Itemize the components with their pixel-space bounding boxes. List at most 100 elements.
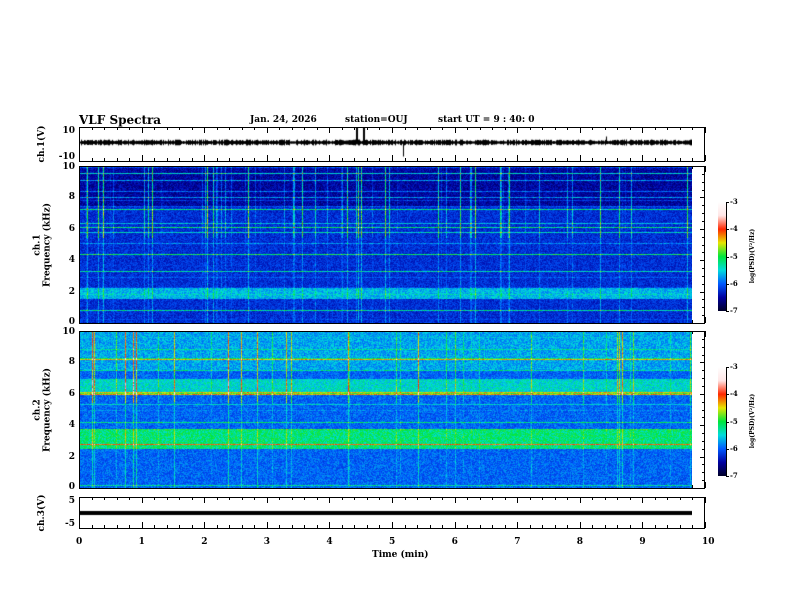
y-minor-tick [702,370,705,372]
y-axis-label-ch3_wave: ch.3(V) [37,494,47,531]
y-minor-tick [702,244,705,246]
spectrogram-ch2_spec [80,332,692,488]
y-minor-tick [702,464,705,466]
x-tick [705,522,706,528]
x-tick [79,482,80,488]
x-tick-label: 10 [702,537,715,547]
x-tick [705,155,706,161]
y-tick [79,497,84,498]
x-tick [692,166,694,169]
y-tick-label: -10 [58,152,75,162]
x-tick [79,127,80,133]
colorbar-label: log(PSD)(V²/Hz) [749,228,756,284]
x-tick [79,331,80,337]
colorbar-tick-label: -5 [730,251,738,261]
x-tick-label: 2 [201,537,208,547]
colorbar-tick [726,448,729,450]
x-axis-label: Time (min) [372,550,429,560]
x-tick-label: 4 [326,537,333,547]
x-tick [705,166,706,172]
y-minor-tick [702,417,705,419]
colorbar-tick [726,256,729,258]
plot-title: VLF Spectra [79,113,162,127]
spectrogram-ch1_spec [80,167,692,323]
y-minor-tick [79,331,82,332]
x-tick [79,155,80,161]
y-tick-label: 0 [68,482,75,492]
y-minor-tick [702,409,705,411]
colorbar-tick [726,311,729,312]
x-tick [79,522,80,528]
y-minor-tick [702,307,705,309]
x-tick-label: 9 [639,537,646,547]
x-tick [692,331,694,334]
y-axis-label-ch1_wave: ch.1(V) [37,125,47,163]
x-tick [705,317,706,323]
y-tick-label: 8 [68,357,75,368]
y-minor-tick [702,260,705,262]
y-minor-tick [702,472,705,474]
waveform-ch3_wave [80,498,692,528]
y-tick [700,528,705,529]
colorbar-tick [726,202,729,203]
y-axis-label-ch2_spec: ch.2 Frequency (kHz) [32,367,52,452]
y-tick [700,497,705,498]
colorbar-tick [726,476,729,477]
y-minor-tick [702,354,705,356]
y-tick [79,127,84,128]
y-tick-label: 10 [62,327,75,337]
date-label: Jan. 24, 2026 [250,115,317,125]
x-tick [692,525,694,528]
y-tick-label: 6 [68,223,75,234]
y-tick-label: -5 [65,519,75,529]
y-minor-tick [702,268,705,270]
y-minor-tick [702,197,705,199]
y-minor-tick [702,488,705,489]
x-tick-label: 5 [389,537,396,547]
y-minor-tick [702,393,705,395]
x-tick [692,320,694,323]
x-tick-label: 6 [451,537,458,547]
x-tick [705,331,706,337]
colorbar-tick [726,283,729,285]
y-minor-tick [702,433,705,435]
x-tick-label: 3 [263,537,271,547]
colorbar-tick-label: -7 [730,306,738,315]
y-minor-tick [702,213,705,215]
y-minor-tick [702,166,705,167]
y-tick-label: 4 [68,420,75,431]
colorbar-tick-label: -6 [730,278,738,288]
y-minor-tick [702,299,705,301]
x-tick [79,497,80,503]
colorbar-tick-label: -5 [730,416,738,426]
y-tick [700,161,705,162]
y-minor-tick [702,315,705,317]
start-time-label: start UT = 9 : 40: 0 [438,115,535,125]
y-tick-label: 8 [68,192,75,203]
colorbar-label: log(PSD)(V²/Hz) [749,393,756,449]
y-minor-tick [702,425,705,427]
y-minor-tick [702,362,705,364]
y-tick-label: 10 [62,126,75,136]
colorbar-tick [726,394,729,396]
y-tick-label: 5 [68,496,75,506]
y-minor-tick [702,378,705,380]
x-tick [705,497,706,503]
colorbar-tick-label: -3 [730,362,738,371]
y-minor-tick [79,323,82,324]
colorbar-tick [726,229,729,231]
y-minor-tick [702,228,705,230]
y-minor-tick [702,331,705,332]
y-tick-label: 0 [68,317,75,327]
y-minor-tick [702,220,705,222]
y-tick [79,161,84,162]
x-tick [705,482,706,488]
colorbar-tick [726,367,729,368]
station-label: station=OUJ [345,115,408,125]
y-minor-tick [702,323,705,324]
y-tick-label: 2 [68,286,75,297]
x-tick [692,158,694,161]
waveform-ch1_wave [80,128,692,161]
y-minor-tick [702,346,705,348]
x-tick [692,127,694,130]
